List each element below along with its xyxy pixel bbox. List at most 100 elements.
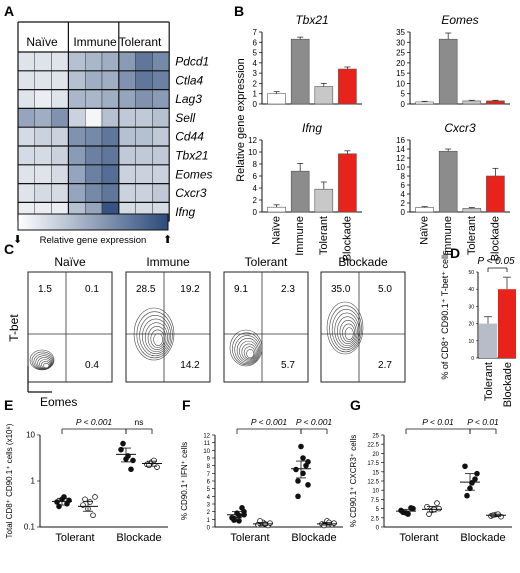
flow-plot-frame [27,271,113,383]
bar-1 [438,38,458,105]
bar-y-tick-label: 3 [253,69,258,78]
panel-d-y-tick-label: 20 [468,322,474,328]
heatmap-cell [101,108,119,128]
flow-contour [329,305,362,353]
heatmap-cell [118,108,136,128]
scatter-point [434,500,440,506]
flow-cytometry-panel: Naïve 1.5 0.1 0.4 Immune 28.5 19.2 14.2 Tolerant… [7,255,406,409]
heatmap-cell [51,145,69,165]
heatmap-cell [118,164,136,184]
heatmap-gene-label: Cxcr3 [175,186,207,200]
heatmap-cell [68,164,86,184]
flow-contour [232,332,262,366]
flow-contour [147,325,167,350]
flow-contour [144,322,168,353]
scatter-point [298,443,304,450]
heatmap-cell [17,51,35,71]
scatter-point [82,496,88,503]
scatter-y-tick-label: 12 [203,434,210,440]
arrow-up-icon: ⬆ [163,234,172,246]
bar-y-tick-label: 2 [401,199,406,208]
flow-contour [39,359,51,369]
heatmap-cell [84,51,103,71]
flow-plot-title: Blockade [338,255,388,269]
bar-y-tick-label: 5 [401,90,406,99]
heatmap-cell [84,108,103,128]
flow-y-axis-label: T-bet [7,314,21,342]
heatmap-cell [51,126,69,147]
bar-y-tick-label: 20 [396,59,405,68]
flow-quadrant-lr: 0.4 [85,360,99,371]
bar-y-tick-label: 0 [253,100,258,109]
heatmap-cell [135,108,153,128]
scatter-y-tick-label: 25 [372,434,379,440]
bar-3 [338,153,357,213]
bar-y-tick-label: 8 [401,172,406,181]
panel-label-e: E [4,397,13,413]
flow-plot-title: Naïve [54,255,86,269]
flow-quadrant-ul: 9.1 [234,284,248,295]
bar-1 [290,38,310,105]
scatter-y-tick-label: 7.5 [371,498,380,504]
scatter-y-tick-label: 10 [26,431,35,440]
scatter-y-tick-label: 9 [207,457,211,463]
bar-y-tick-label: 2 [253,196,258,205]
heatmap-cell [51,89,69,109]
scatter-point [300,455,306,461]
heatmap-cell [152,126,170,147]
bar-y-tick-label: 6 [253,172,258,181]
flow-contour [234,335,260,364]
panel-d-bar-1 [498,289,516,358]
scatter-y-tick-label: 15 [372,470,379,476]
heatmap-gene-label: Eomes [175,167,212,181]
scatter-point [54,499,60,505]
scatter-y-tick-label: 0 [376,526,380,532]
heatmap-cell [51,70,69,90]
bar-0 [415,207,434,213]
scatter-ylabel: % CD90.1⁺ CXCR3⁺ cells [349,435,358,527]
scatter-y-tick-label: 0.1 [24,523,36,532]
scatter-group-label: Blockade [460,532,505,544]
bar-3 [486,175,505,213]
flow-quadrant-lr: 5.7 [281,360,295,371]
flow-quadrant-ur: 5.0 [378,284,392,295]
scatter-y-tick-label: 0 [207,526,211,532]
scatter-y-tick-label: 1 [31,477,36,486]
heatmap-cell [101,126,119,147]
panel-label-d: D [450,245,460,261]
bar-y-tick-label: 4 [253,184,258,193]
bar-y-tick-label: 12 [248,136,257,145]
scatter-point [295,493,301,500]
heatmap-group-label: Naïve [26,35,58,49]
flow-plot-title: Immune [146,255,190,269]
bar-y-tick-label: 8 [253,160,258,169]
arrow-down-icon: ⬇ [13,234,22,246]
heatmap-cell [152,164,170,184]
panel-d-bar-0 [479,323,497,358]
scatter-panels: Total CD8⁺ CD90.1⁺ cells (x10⁶) 0.1110Tol… [5,417,512,544]
flow-quadrant-ur: 19.2 [180,284,200,295]
scatter-pvalue: P < 0.001 [76,417,113,427]
heatmap-cell [84,70,103,90]
flow-x-axis-label: Eomes [40,395,77,409]
heatmap-cell [135,164,153,184]
scatter-pvalue: P < 0.001 [251,417,288,427]
colorbar [17,213,169,231]
bar-y-tick-label: 0 [401,100,406,109]
heatmap-cell [34,51,52,71]
heatmap-cell [152,183,170,203]
scatter-group-label: Tolerant [230,532,269,544]
bar-y-tick-label: 6 [253,38,258,47]
flow-contour [326,301,364,355]
heatmap-cell [135,70,153,90]
scatter-point [66,497,72,504]
scatter-point [151,457,157,464]
scatter-point [462,463,468,470]
panel-label-g: G [350,397,361,413]
heatmap-cell [152,51,170,71]
panel-d-y-tick-label: 10 [468,339,474,345]
bar-ylabel: Relative gene expression [235,58,247,182]
flow-quadrant-lr: 2.7 [378,360,392,371]
colorbar-label: Relative gene expression [40,235,147,246]
